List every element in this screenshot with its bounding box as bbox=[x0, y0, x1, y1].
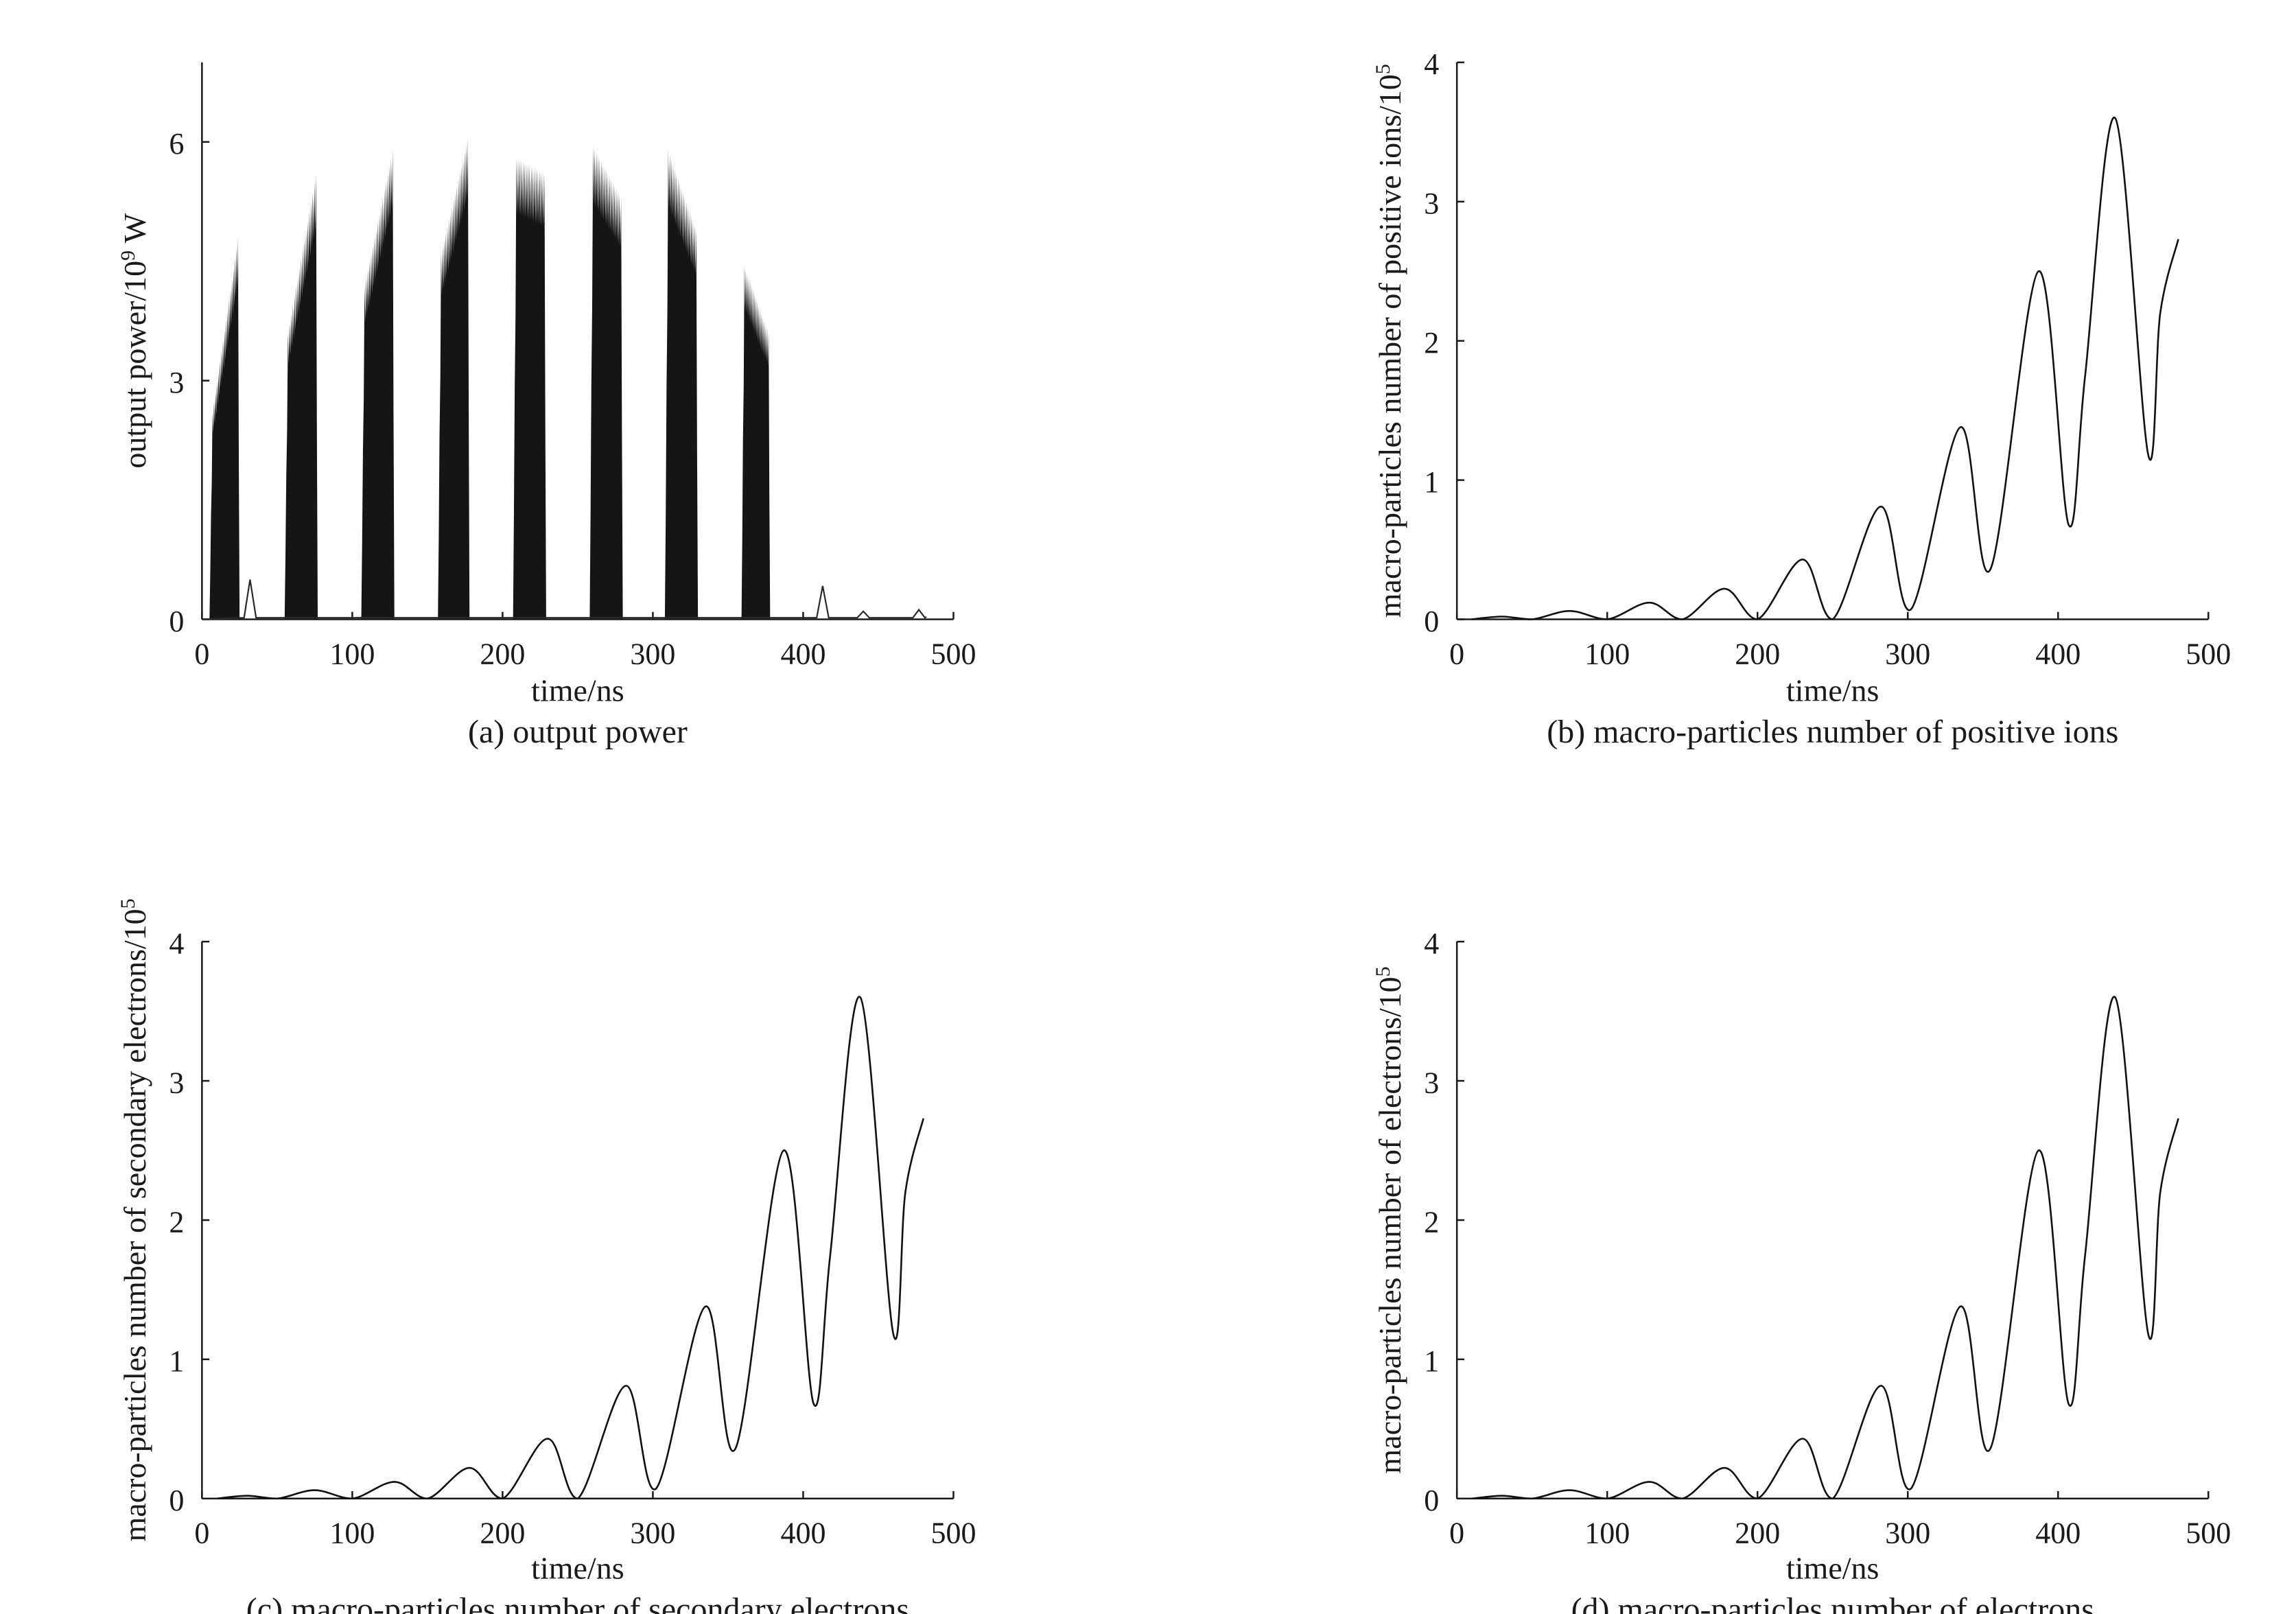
y-axis-title-exponent: 5 bbox=[1372, 966, 1394, 976]
y-tick-label: 2 bbox=[1424, 1205, 1439, 1239]
chart-caption: (a) output power bbox=[468, 714, 688, 750]
x-tick-label: 300 bbox=[630, 637, 675, 670]
x-tick-label: 100 bbox=[1584, 1517, 1630, 1550]
power-pulse bbox=[741, 265, 771, 620]
series-line-d bbox=[1471, 996, 2179, 1500]
chart-d: 0 100 200 300 400 500 0 1 2 3 4 time/ns macro-partic… bbox=[1372, 926, 2231, 1614]
x-tick-label: 100 bbox=[329, 637, 375, 670]
y-tick-label: 4 bbox=[1424, 47, 1439, 81]
y-tick-label: 0 bbox=[169, 1484, 184, 1517]
power-pulse bbox=[438, 138, 470, 620]
y-tick-label: 6 bbox=[169, 127, 184, 161]
y-tick-label: 4 bbox=[169, 926, 184, 960]
x-tick-label: 500 bbox=[930, 1517, 976, 1550]
y-axis-title: macro-particles number of electrons/105 bbox=[1372, 966, 1407, 1473]
x-tick-label: 100 bbox=[1584, 637, 1630, 670]
x-tick-label: 300 bbox=[1885, 637, 1930, 670]
x-tick-label: 100 bbox=[329, 1517, 375, 1550]
y-tick-label: 1 bbox=[1424, 1344, 1439, 1378]
x-tick-label: 200 bbox=[480, 1517, 525, 1550]
power-baseline-trace bbox=[202, 579, 927, 620]
y-tick-label: 3 bbox=[1424, 1066, 1439, 1099]
x-tick-label: 0 bbox=[1449, 1517, 1464, 1550]
x-tick-label: 0 bbox=[194, 637, 209, 670]
y-axis-title: macro-particles number of secondary elec… bbox=[117, 898, 152, 1541]
x-tick-label: 300 bbox=[1885, 1517, 1930, 1550]
y-axis-title-main: macro-particles number of positive ions/… bbox=[1372, 74, 1407, 618]
x-axis-title: time/ns bbox=[531, 673, 624, 708]
series-line-c bbox=[217, 996, 924, 1500]
x-tick-label: 500 bbox=[2186, 637, 2231, 670]
power-pulse bbox=[589, 145, 623, 620]
y-axis-title-main: output power/10 bbox=[117, 261, 152, 469]
y-tick-label: 3 bbox=[1424, 187, 1439, 220]
x-tick-label: 400 bbox=[2035, 637, 2081, 670]
y-axis-title-exponent: 5 bbox=[1372, 64, 1394, 74]
y-axis-title: macro-particles number of positive ions/… bbox=[1372, 64, 1407, 618]
y-axis-title-main: macro-particles number of electrons/10 bbox=[1372, 976, 1407, 1473]
power-pulse bbox=[209, 237, 240, 620]
x-axis-title: time/ns bbox=[531, 1551, 624, 1586]
y-tick-label: 1 bbox=[1424, 465, 1439, 499]
y-tick-label: 0 bbox=[1424, 605, 1439, 638]
y-axis-title-main: macro-particles number of secondary elec… bbox=[117, 909, 152, 1541]
x-tick-label: 400 bbox=[780, 637, 825, 670]
power-pulse bbox=[513, 158, 546, 620]
x-tick-label: 400 bbox=[2035, 1517, 2081, 1550]
y-axis-title: output power/109 W bbox=[117, 213, 152, 468]
x-tick-label: 200 bbox=[480, 637, 525, 670]
y-axis-title-exponent: 5 bbox=[117, 898, 139, 909]
x-tick-label: 200 bbox=[1735, 637, 1780, 670]
x-tick-label: 300 bbox=[630, 1517, 675, 1550]
x-tick-label: 500 bbox=[930, 637, 976, 670]
x-tick-label: 400 bbox=[780, 1517, 825, 1550]
y-tick-label: 2 bbox=[1424, 326, 1439, 360]
chart-a: 0 100 200 300 400 500 0 3 6 time/ns output power/1… bbox=[117, 62, 976, 750]
power-pulse bbox=[361, 150, 395, 620]
power-pulse bbox=[664, 150, 699, 620]
series-line-b bbox=[1471, 117, 2179, 620]
y-tick-label: 0 bbox=[1424, 1484, 1439, 1517]
y-tick-label: 3 bbox=[169, 366, 184, 399]
x-axis-title: time/ns bbox=[1786, 1551, 1879, 1586]
y-tick-label: 2 bbox=[169, 1205, 184, 1239]
y-tick-label: 0 bbox=[169, 605, 184, 638]
power-pulse bbox=[284, 174, 318, 620]
x-tick-label: 200 bbox=[1735, 1517, 1780, 1550]
chart-b: 0 100 200 300 400 500 0 1 2 3 4 time/ns macro-partic… bbox=[1372, 47, 2231, 750]
x-tick-label: 0 bbox=[194, 1517, 209, 1550]
chart-caption: (b) macro-particles number of positive i… bbox=[1547, 714, 2118, 750]
y-axis-title-unit: W bbox=[117, 213, 152, 250]
chart-caption: (c) macro-particles number of secondary … bbox=[246, 1591, 909, 1614]
x-axis-title: time/ns bbox=[1786, 673, 1879, 708]
y-tick-label: 1 bbox=[169, 1344, 184, 1378]
x-tick-label: 0 bbox=[1449, 637, 1464, 670]
y-tick-label: 4 bbox=[1424, 926, 1439, 960]
chart-c: 0 100 200 300 400 500 0 1 2 3 4 time/ns macro-partic… bbox=[117, 898, 976, 1614]
y-tick-label: 3 bbox=[169, 1066, 184, 1099]
y-axis-title-exponent: 9 bbox=[117, 250, 139, 261]
chart-caption: (d) macro-particles number of electrons bbox=[1571, 1591, 2094, 1614]
x-tick-label: 500 bbox=[2186, 1517, 2231, 1550]
